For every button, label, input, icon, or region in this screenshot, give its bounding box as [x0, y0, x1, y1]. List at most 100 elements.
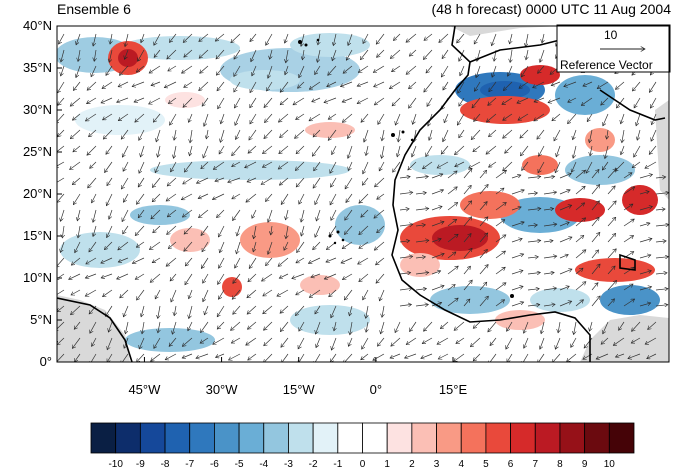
wind-vector	[158, 305, 160, 319]
wind-vector	[527, 257, 538, 258]
wind-vector	[57, 193, 65, 203]
wind-vector	[399, 209, 409, 210]
wind-vector	[590, 145, 592, 156]
wind-vector	[204, 305, 209, 315]
colorbar-tick-label: -4	[259, 459, 269, 470]
wind-vector	[85, 113, 97, 121]
wind-vector	[409, 97, 417, 108]
wind-vector	[118, 113, 129, 121]
lat-label: 35°N	[22, 60, 52, 75]
wind-vector	[426, 97, 433, 106]
wind-vector	[299, 65, 305, 78]
wind-vector	[221, 113, 225, 124]
wind-vector	[508, 65, 513, 76]
wind-vector	[607, 217, 616, 227]
wind-vector	[621, 113, 625, 124]
wind-vector	[648, 321, 657, 330]
wind-vector	[621, 145, 625, 155]
wind-vector	[220, 241, 225, 253]
colorbar-swatch	[312, 422, 339, 454]
lat-label: 40°N	[22, 18, 52, 33]
wind-vector	[361, 209, 369, 217]
wind-vector	[249, 129, 257, 140]
wind-vector	[166, 257, 177, 266]
wind-vector	[92, 193, 97, 203]
wind-vector	[373, 65, 385, 73]
wind-vector	[377, 193, 385, 199]
wind-vector	[296, 145, 305, 154]
colorbar-tick-label: 7	[532, 459, 539, 470]
wind-vector	[655, 177, 666, 178]
wind-vector	[153, 337, 161, 348]
wind-vector	[201, 321, 209, 333]
wind-vector	[458, 81, 465, 93]
wind-vector	[474, 113, 481, 122]
wind-vector	[249, 97, 257, 108]
wind-vector	[253, 241, 257, 252]
wind-vector	[510, 33, 513, 44]
wind-vector	[390, 353, 401, 358]
wind-vector	[152, 193, 161, 202]
wind-vector	[315, 305, 321, 314]
wind-vector	[217, 81, 225, 91]
colorbar-swatch	[386, 422, 413, 454]
wind-vector	[376, 273, 385, 283]
wind-vector	[379, 161, 385, 171]
wind-vector	[409, 81, 417, 89]
wind-vector	[75, 241, 81, 253]
wind-vector	[415, 208, 429, 210]
wind-vector	[165, 353, 177, 360]
wind-vector	[278, 257, 289, 266]
wind-vector	[607, 201, 616, 211]
colorbar-swatch	[337, 422, 363, 454]
wind-vector	[440, 321, 449, 329]
wind-vector	[503, 129, 513, 138]
wind-vector	[442, 81, 449, 90]
wind-vector	[333, 33, 337, 46]
wind-vector	[123, 161, 129, 171]
wind-vector	[196, 353, 209, 358]
wind-vector	[424, 81, 433, 92]
wind-vector	[308, 257, 321, 263]
wind-vector	[474, 81, 481, 91]
wind-vector	[586, 161, 593, 173]
wind-vector	[623, 187, 635, 195]
wind-vector	[345, 209, 353, 220]
wind-vector	[398, 129, 400, 142]
wind-vector	[246, 337, 257, 345]
wind-vector	[511, 286, 523, 291]
wind-vector	[486, 113, 497, 122]
wind-vector	[377, 225, 385, 233]
wind-vector	[540, 337, 545, 349]
wind-vector	[247, 321, 257, 329]
wind-vector	[527, 273, 540, 275]
wind-vector	[524, 337, 529, 348]
wind-vector	[489, 129, 497, 137]
colorbar-tick-label: 5	[483, 459, 489, 470]
wind-vector	[90, 321, 97, 333]
wind-vector	[248, 273, 257, 282]
wind-vector	[151, 353, 161, 361]
wind-vector	[534, 113, 545, 121]
wind-vector	[488, 321, 497, 332]
wind-vector	[392, 97, 401, 106]
wind-vector	[296, 113, 305, 120]
wind-vector	[125, 33, 129, 47]
wind-vectors	[57, 33, 669, 362]
wind-vector	[216, 49, 225, 59]
wind-vector	[185, 257, 193, 266]
wind-vector	[327, 81, 337, 87]
wind-vector	[623, 267, 634, 275]
wind-vector	[503, 81, 513, 91]
wind-vector	[264, 321, 273, 330]
wind-vector	[399, 288, 412, 290]
wind-vector	[261, 177, 273, 185]
wind-vector	[591, 296, 600, 307]
wind-vector	[263, 289, 273, 296]
wind-vector	[89, 241, 97, 252]
wind-vector	[293, 97, 305, 106]
wind-vector	[463, 280, 472, 291]
wind-vector	[184, 161, 193, 172]
wind-vector	[441, 65, 449, 77]
wind-vector	[543, 273, 554, 275]
